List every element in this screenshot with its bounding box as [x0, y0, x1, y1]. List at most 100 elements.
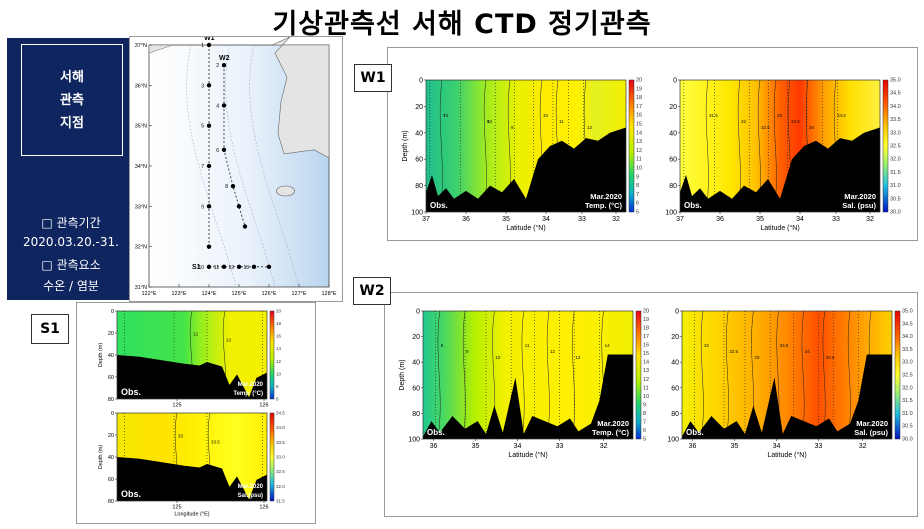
- map-lon-label: 124°E: [201, 291, 216, 297]
- station-point: [206, 123, 212, 128]
- s1-sal-colorbar-label: 33.5: [276, 440, 285, 445]
- station-line-w2: [223, 65, 246, 227]
- w1-temp-ytick-label: 100: [411, 209, 423, 216]
- w1-temp-var: Temp. (°C): [585, 201, 623, 210]
- w1-temp-xtick-label: 32: [612, 216, 620, 223]
- station-label: 1: [201, 43, 204, 49]
- w1-sal-colorbar-label: 30.5: [890, 196, 901, 202]
- s1-sal-colorbar-label: 31.5: [276, 499, 285, 504]
- s1-sal-colorbar-label: 34.5: [276, 411, 285, 416]
- station-label: 7: [201, 164, 204, 170]
- w2-temp-ytick-label: 40: [412, 360, 420, 367]
- w2-temp-contour-label: 14: [605, 343, 611, 348]
- period-value: 2020.03.20.-31.: [23, 235, 119, 249]
- w1-temp-contour-label: 9: [511, 125, 514, 130]
- w2-temp-ytick-label: 80: [412, 411, 420, 418]
- w2-sal-colorbar-label: 33.5: [902, 347, 913, 353]
- w1-temp-xtick-label: 36: [462, 216, 470, 223]
- station-label: 10: [198, 265, 204, 271]
- w1-sal-contour-label: 34.5: [837, 113, 846, 118]
- s1-sal-ytick-label: 40: [108, 455, 114, 461]
- station-point: [236, 264, 242, 270]
- map-lat-label: 37°N: [135, 43, 147, 49]
- w2-sal-ytick-label: 60: [671, 385, 679, 392]
- w2-sal-contour-label: 32: [704, 343, 710, 348]
- period-label: □ 관측기간: [41, 216, 101, 230]
- w2-temp-contour-label: 9: [466, 349, 469, 354]
- w1-sal-xtick-label: 33: [832, 216, 840, 223]
- w2-sal-ytick-label: 20: [671, 334, 679, 341]
- w2-temp-colorbar-label: 9: [643, 402, 646, 408]
- s1-temp-seabed: [117, 355, 267, 399]
- s1-sal-seabed: [117, 457, 267, 501]
- w1-temp-colorbar-label: 20: [636, 78, 642, 84]
- w1-sal-obs: Obs.: [684, 201, 702, 210]
- w1-temp-contour-label: 10: [543, 113, 549, 118]
- w2-sal-colorbar-label: 35.0: [902, 309, 913, 315]
- w2-sal-colorbar-label: 31.0: [902, 411, 913, 417]
- w2-temp-ytick-label: 60: [412, 385, 420, 392]
- s1-sal-colorbar-label: 33.0: [276, 455, 285, 460]
- s1-temp-colorbar-label: 14: [276, 346, 282, 351]
- w2-temp-contour: [521, 310, 525, 440]
- w1-temp-colorbar-label: 14: [636, 130, 642, 136]
- s1-temp-colorbar-label: 8: [276, 384, 279, 389]
- w1-sal-colorbar-label: 32.5: [890, 144, 901, 150]
- w2-sal-var: Sal. (psu): [854, 428, 888, 437]
- w2-temp-xtick-label: 33: [556, 443, 564, 450]
- map-lon-label: 127°E: [291, 291, 306, 297]
- w2-sal-colorbar-label: 34.0: [902, 334, 913, 340]
- page-title: 기상관측선 서해 CTD 정기관측: [272, 9, 652, 40]
- w2-sal-colorbar: [894, 310, 901, 440]
- station-label: 8: [225, 184, 228, 190]
- s1-sal-ytick-label: 60: [108, 477, 114, 483]
- w1-temp-colorbar-label: 18: [636, 95, 642, 101]
- w1-sal-contour-label: 34: [809, 125, 815, 130]
- map-lon-label: 128°E: [321, 291, 336, 297]
- station-map-frame: 37°N 36°N 35°N 34°N 33°N 32°N 31°N 122°E 123°E 12…: [129, 35, 343, 302]
- s1-temp-xtick-label: 125: [172, 403, 181, 409]
- w2-temp-contour: [462, 310, 466, 440]
- w1-temp-colorbar-label: 19: [636, 86, 642, 92]
- w1-section-frame: 7 8 9 10 11 12 13 14 Obs. Mar.2020 Temp. (°C) 20 19 1…: [387, 47, 918, 241]
- station-point: [206, 42, 212, 48]
- w2-temp-colorbar-label: 5: [643, 437, 646, 443]
- w2-temp-colorbar-label: 17: [643, 334, 649, 340]
- w1-sal-colorbar-label: 32.0: [890, 157, 901, 163]
- w2-sal-xtick-label: 36: [689, 443, 697, 450]
- w1-temp-xtick-label: 33: [578, 216, 586, 223]
- s1-temp-var: Temp. (°C): [233, 391, 263, 397]
- station-point: [266, 264, 272, 270]
- s1-sal-obs: Obs.: [121, 489, 141, 499]
- w1-sal-xlabel: Latitude (°N): [760, 224, 799, 232]
- w2-sal-contour-label: 34.5: [826, 355, 835, 360]
- w2-sal-ytick-label: 100: [667, 436, 679, 443]
- w1-temp-colorbar-label: 7: [636, 192, 639, 198]
- w2-sal-colorbar-label: 32.0: [902, 385, 913, 391]
- s1-temp-obs: Obs.: [121, 387, 141, 397]
- w1-sal-ytick-label: 80: [669, 183, 677, 190]
- w1-temp-seabed: [426, 127, 626, 212]
- s1-temp-ytick-label: 0: [111, 309, 114, 315]
- w2-temp-seabed: [423, 354, 633, 439]
- w2-sal-xtick-label: 35: [731, 443, 739, 450]
- s1-temp-colorbar-label: 20: [276, 309, 282, 314]
- w1-sal-colorbar-label: 30.0: [890, 210, 901, 216]
- station-label: 12: [228, 265, 234, 271]
- w1-sal-ytick-label: 0: [673, 77, 677, 84]
- w2-temp-colorbar-label: 14: [643, 360, 649, 366]
- station-label: 2: [216, 63, 219, 69]
- w2-temp-colorbar-label: 11: [643, 385, 649, 391]
- s1-sal-xtick-label: 125: [172, 505, 181, 511]
- w2-sal-obs: Obs.: [686, 428, 704, 437]
- s1-sal-contour-label: 33.5: [211, 440, 220, 445]
- w2-temp-ytick-label: 0: [416, 308, 420, 315]
- w1-temp-obs: Obs.: [430, 201, 448, 210]
- map-lat-label: 35°N: [135, 124, 147, 130]
- w2-temp-ytick-label: 20: [412, 334, 420, 341]
- w1-temp-ytick-label: 80: [415, 183, 423, 190]
- w2-sal-contour: [725, 310, 729, 440]
- station-point: [206, 204, 212, 209]
